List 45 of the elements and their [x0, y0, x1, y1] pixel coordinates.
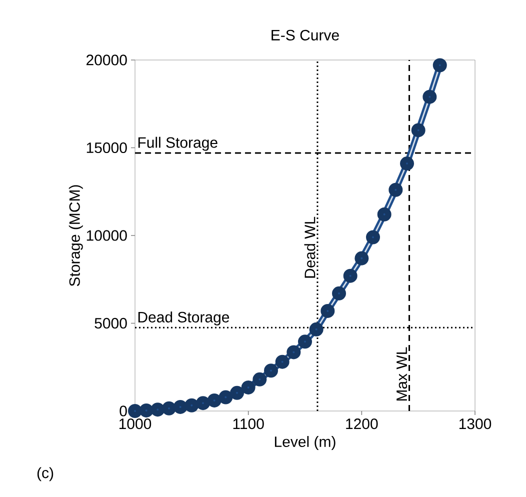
point [207, 393, 222, 408]
point [343, 268, 358, 283]
text: (c) [37, 467, 54, 482]
point [309, 322, 324, 336]
point [332, 286, 346, 300]
point [128, 404, 142, 418]
point [196, 396, 210, 410]
x-tick-label: 1300 [459, 418, 492, 430]
y-tick-label: 10000 [86, 230, 127, 241]
x-tick-label: 1000 [119, 418, 152, 430]
point [320, 304, 335, 318]
y-tick-label: 20000 [86, 54, 127, 66]
point [241, 380, 256, 394]
point [218, 390, 233, 404]
ref-line-label: Max WL [396, 347, 408, 401]
point [173, 400, 188, 414]
point [184, 398, 199, 412]
chart-title: E-S Curve [272, 30, 339, 40]
point [286, 345, 301, 360]
point [252, 372, 267, 386]
ref-line-label: Dead Storage [138, 311, 230, 326]
ref-line-label: Dead WL [304, 216, 316, 278]
point [366, 230, 380, 244]
point [230, 386, 244, 400]
point [139, 403, 154, 418]
y-tick-label: 5000 [94, 318, 127, 329]
point [377, 207, 392, 222]
x-tick-label: 1200 [346, 418, 378, 430]
y-tick-label: 15000 [86, 142, 127, 154]
point [150, 402, 165, 417]
y-tick-label: 0 [120, 406, 127, 416]
point [264, 364, 278, 378]
point [411, 123, 426, 138]
ref-line-label: Full Storage [138, 136, 218, 151]
point [400, 156, 414, 171]
x-tick-label: 1100 [233, 418, 264, 430]
y-axis-title: Storage (MCM) [68, 185, 83, 286]
point [388, 182, 403, 197]
x-axis-title: Level (m) [274, 436, 336, 450]
point [354, 251, 369, 266]
point [162, 401, 176, 416]
point [432, 58, 447, 72]
point [298, 334, 312, 349]
point [275, 354, 290, 369]
point [422, 90, 437, 104]
